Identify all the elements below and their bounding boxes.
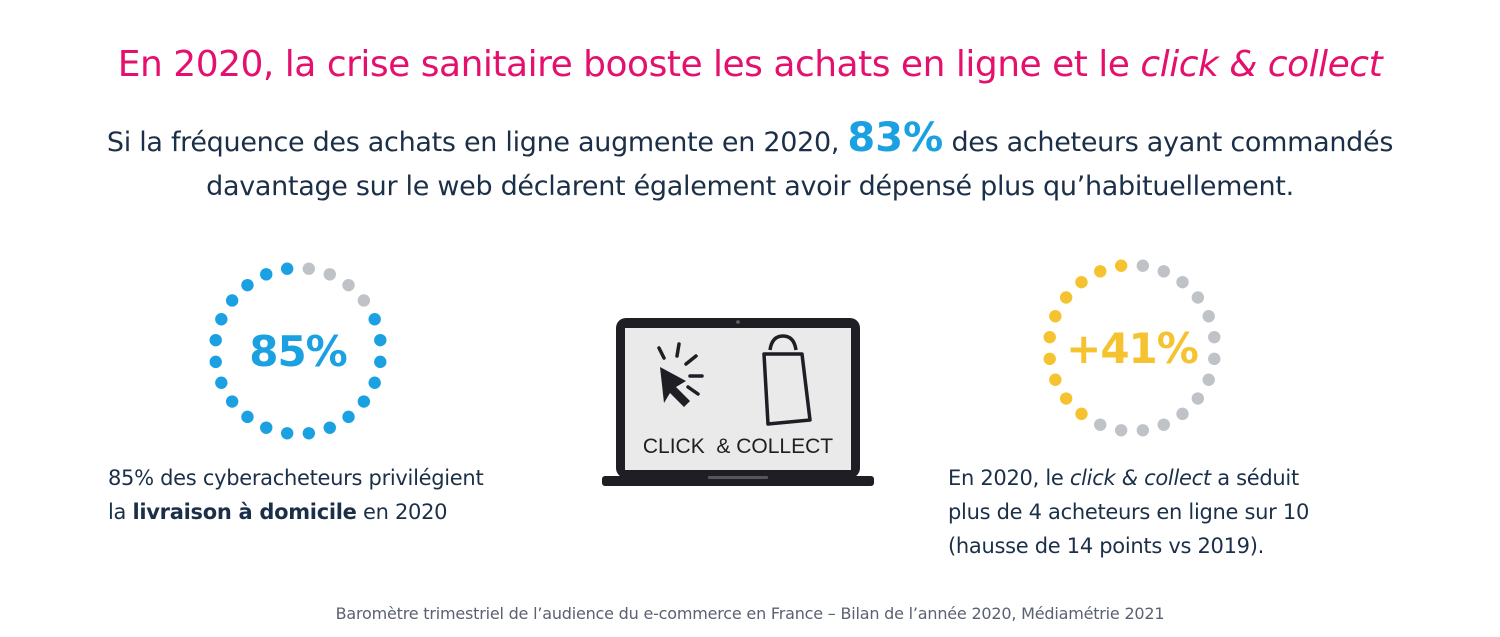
title-main: En 2020, la crise sanitaire booste les a… [117,44,1141,85]
ring-dot [1191,392,1205,405]
ring-dot [1202,310,1215,323]
ring-dot [1059,291,1073,304]
ring-dot [302,262,316,275]
ring-dot [1157,265,1170,278]
ring-dot [1176,275,1189,289]
laptop-illustration: CLICK & COLLECT [598,312,878,492]
stat-left-caption: 85% des cyberacheteurs privilégient la l… [108,461,578,529]
ring-dot [342,410,355,424]
ring-dot [1094,265,1107,278]
ring-dot [280,262,294,275]
ring-dot [302,427,316,440]
ring-dot [1191,291,1205,304]
ring-dot [357,294,371,307]
stat-right-caption-line-3: (hausse de 14 points vs 2019). [948,534,1265,558]
ring-dot [280,427,294,440]
ring-dot [1094,418,1107,431]
stat-left-value: 85% [249,326,348,376]
subtitle-line-1: Si la fréquence des achats en ligne augm… [0,116,1500,165]
ring-dot [1049,373,1062,386]
caption-left-pre: la [108,500,133,524]
subtitle: Si la fréquence des achats en ligne augm… [0,116,1500,209]
stat-left-caption-line-1: 85% des cyberacheteurs privilégient [108,466,484,490]
dotted-ring-right [1043,259,1221,437]
ring-dot [241,410,254,424]
ring-dot [342,278,355,292]
ring-dot [225,395,239,408]
ring-dot [368,376,381,389]
ring-dot [1043,330,1056,344]
caption-left-bold: livraison à domicile [132,500,357,524]
ring-dot [1075,275,1088,289]
stat-left-ring: 85% [203,256,393,446]
dotted-ring-left [209,262,387,440]
ring-dot [209,333,222,347]
ring-dot [1176,407,1189,421]
subtitle-highlight: 83% [847,115,944,161]
ring-dot [323,268,336,281]
stat-right-caption: En 2020, le click & collect a séduit plu… [948,461,1408,563]
ring-dot [260,268,273,281]
laptop-screen-label: CLICK & COLLECT [643,435,833,458]
ring-dot [1202,373,1215,386]
ring-dot [357,395,371,408]
subtitle-text-a: Si la fréquence des achats en ligne augm… [106,127,848,158]
ring-dot [209,355,222,369]
ring-dot [323,421,336,434]
ring-dot [260,421,273,434]
ring-dot [241,278,254,292]
caption-right-post: a séduit [1210,466,1299,490]
ring-dot [1136,259,1150,272]
cursor-click-icon [657,342,704,407]
caption-right-pre: En 2020, le [948,466,1070,490]
ring-dot [1059,392,1073,405]
ring-dot [374,333,387,347]
shopping-bag-icon [762,334,812,426]
caption-left-post: en 2020 [356,500,448,524]
source-note: Baromètre trimestriel de l’audience du e… [335,604,1165,623]
ring-dot [215,376,228,389]
caption-right-italic: click & collect [1069,466,1211,490]
laptop-icon: CLICK & COLLECT [602,318,874,486]
subtitle-text-b: des acheteurs ayant commandés [943,127,1394,158]
stat-right-ring: +41% [1037,253,1227,443]
stat-right-caption-line-1: En 2020, le click & collect a séduit [948,461,1408,495]
ring-dot [215,313,228,326]
ring-dot [1114,259,1128,272]
ring-dot [1075,407,1088,421]
ring-dot [1049,310,1062,323]
ring-dot [1043,352,1056,366]
ring-dot [1208,330,1221,344]
ring-dot [368,313,381,326]
subtitle-line-2: davantage sur le web déclarent également… [206,171,1294,202]
page-title: En 2020, la crise sanitaire booste les a… [0,44,1500,85]
stat-left-caption-line-2: la livraison à domicile en 2020 [108,495,578,529]
ring-dot [1136,424,1150,437]
ring-dot [1114,424,1128,437]
ring-dot [374,355,387,369]
stat-right-caption-line-2: plus de 4 acheteurs en ligne sur 10 [948,500,1309,524]
ring-dot [1157,418,1170,431]
stat-right-value: +41% [1066,323,1199,373]
ring-dot [225,294,239,307]
title-italic: click & collect [1140,44,1383,85]
ring-dot [1208,352,1221,366]
